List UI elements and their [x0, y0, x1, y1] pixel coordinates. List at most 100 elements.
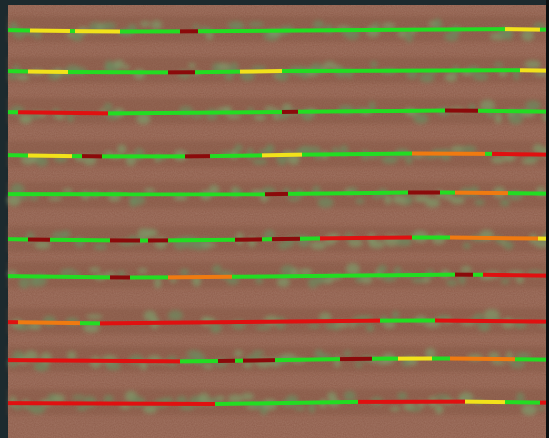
plant: [143, 404, 157, 414]
plant: [414, 195, 430, 202]
plant: [435, 404, 443, 415]
plant: [179, 269, 190, 276]
row-segment: [29, 28, 71, 34]
plant: [140, 21, 151, 27]
row-segment: [17, 320, 81, 326]
plant: [83, 323, 100, 333]
plant: [355, 198, 365, 204]
row-segment: [301, 151, 413, 157]
plant: [510, 359, 525, 369]
plant: [89, 267, 101, 273]
plant: [144, 188, 155, 193]
plant: [366, 323, 374, 332]
row-segment: [197, 27, 506, 34]
right-edge: [546, 0, 549, 438]
plant: [100, 22, 116, 31]
plant: [413, 113, 429, 124]
plant: [317, 197, 334, 208]
row-segment: [167, 237, 236, 243]
plant: [533, 22, 546, 29]
plant: [205, 31, 214, 40]
plant: [265, 144, 275, 153]
plant: [434, 394, 451, 400]
plant: [212, 264, 222, 274]
plant: [534, 239, 549, 248]
plant: [151, 20, 162, 30]
plant: [397, 392, 407, 400]
plant: [168, 310, 183, 321]
row-segment: [319, 235, 413, 241]
row-segments: [7, 27, 547, 407]
plant: [508, 112, 523, 125]
plant: [369, 240, 385, 249]
plant: [500, 279, 510, 284]
plant: [474, 199, 485, 206]
plant: [392, 310, 399, 320]
plant: [228, 394, 243, 403]
plant: [77, 404, 87, 411]
row-segment: [281, 68, 521, 74]
row-segment: [107, 110, 283, 116]
plant: [450, 145, 465, 153]
plant: [503, 241, 514, 250]
plant: [383, 320, 396, 329]
row-segment: [167, 274, 233, 280]
plant: [521, 29, 534, 41]
plant: [480, 100, 495, 112]
plant: [433, 18, 442, 30]
plant: [308, 276, 318, 289]
plant: [113, 60, 125, 69]
plant: [86, 314, 103, 319]
plant: [348, 239, 363, 247]
row-segment: [209, 153, 263, 159]
plant: [54, 113, 66, 120]
plant: [390, 406, 401, 411]
plant: [188, 63, 196, 69]
row-segment: [194, 69, 241, 75]
plant: [463, 242, 471, 249]
row-segment: [477, 108, 547, 114]
plant: [397, 30, 408, 38]
row-segment: [504, 400, 541, 405]
plant: [234, 350, 243, 357]
plant: [491, 360, 506, 365]
plant: [521, 404, 537, 416]
plant: [425, 198, 440, 208]
plant: [63, 188, 73, 193]
plant: [15, 324, 30, 330]
plant: [425, 348, 436, 359]
plant: [343, 350, 352, 357]
plant: [346, 263, 360, 276]
plant: [241, 393, 254, 400]
plant: [9, 73, 17, 80]
plant: [248, 22, 264, 28]
plant: [192, 24, 200, 29]
plant: [203, 363, 213, 369]
row-segment: [491, 151, 547, 157]
plant: [408, 406, 422, 412]
row-segment: [49, 237, 111, 243]
plant: [72, 395, 86, 400]
row-segment: [231, 272, 456, 279]
plant: [136, 112, 151, 125]
plant: [67, 351, 76, 361]
plant: [495, 112, 502, 124]
plant: [294, 405, 306, 411]
plant: [16, 74, 30, 80]
plant: [106, 361, 121, 371]
plant: [7, 194, 21, 206]
plant: [405, 154, 413, 165]
plant: [372, 22, 380, 27]
plant: [381, 154, 398, 164]
plant: [525, 155, 542, 160]
plant: [377, 265, 387, 274]
plant: [19, 114, 32, 124]
plant: [355, 362, 363, 368]
row-segment: [449, 356, 516, 362]
plant: [215, 396, 225, 401]
plant: [282, 104, 292, 111]
plant: [154, 276, 161, 289]
row-segment: [454, 190, 509, 196]
plant: [422, 277, 430, 283]
